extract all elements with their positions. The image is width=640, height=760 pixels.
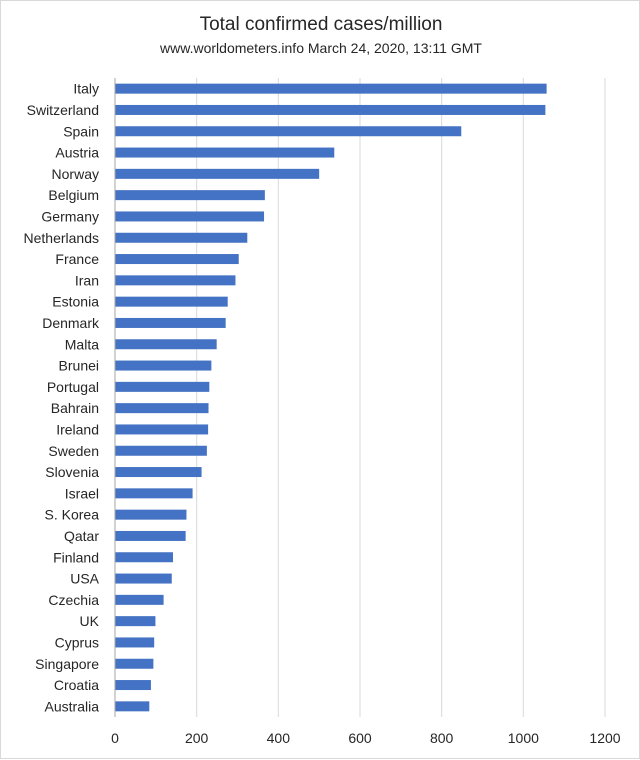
bar [115,488,193,499]
x-tick-labels: 0 200 400 600 800 1000 1200 [111,730,621,746]
bar [115,147,335,158]
category-label: Singapore [35,656,99,672]
chart-subtitle: www.worldometers.info March 24, 2020, 13… [159,40,482,56]
category-label: France [55,251,99,267]
bar [115,126,462,137]
category-label: Denmark [42,315,100,331]
bar [115,360,212,371]
category-label: Belgium [48,187,99,203]
category-label: Ireland [56,421,99,437]
bar [115,211,265,222]
category-label: Australia [45,698,100,714]
category-label: Finland [53,549,99,565]
category-label: Germany [41,208,99,224]
bar [115,83,547,94]
bar [115,317,226,328]
category-label: Israel [65,485,99,501]
category-label: Estonia [52,294,99,310]
category-label: Czechia [48,592,99,608]
x-tick-label: 600 [348,730,372,746]
category-label: Qatar [64,528,99,544]
category-label: Brunei [59,358,99,374]
category-label: Austria [55,145,99,161]
x-tick-label: 0 [111,730,119,746]
x-tick-label: 1000 [508,730,539,746]
category-label: UK [80,613,100,629]
category-label: Sweden [48,443,99,459]
category-label: Iran [75,272,99,288]
x-tick-label: 800 [430,730,454,746]
category-label: Portugal [47,379,99,395]
bar [115,403,209,414]
bar [115,467,202,478]
category-label: USA [70,571,99,587]
x-tick-label: 200 [185,730,209,746]
category-label: Croatia [54,677,99,693]
bar [115,530,186,541]
bar [115,616,156,627]
bar [115,573,172,584]
bars [115,83,547,712]
bar [115,190,265,201]
bar [115,296,228,307]
bar [115,680,151,691]
category-label: Bahrain [51,400,99,416]
category-label: Norway [52,166,99,182]
category-label: Switzerland [27,102,99,118]
category-label: S. Korea [45,507,100,523]
x-tick-label: 400 [267,730,291,746]
bar [115,339,217,350]
bar [115,424,209,435]
gridlines [196,78,606,717]
bar [115,552,173,563]
bar [115,658,154,669]
bar [115,509,187,520]
bar [115,637,155,648]
bar [115,381,210,392]
x-tick-label: 1200 [589,730,620,746]
bar [115,232,248,243]
bar [115,104,546,115]
category-label: Slovenia [45,464,99,480]
bar [115,168,320,179]
bar [115,701,150,712]
category-label: Italy [73,81,99,97]
bar [115,594,164,605]
category-label: Malta [65,336,99,352]
category-label: Spain [63,123,99,139]
chart-title: Total confirmed cases/million [200,14,443,35]
bar [115,445,207,456]
bar [115,254,239,265]
category-labels: Italy Switzerland Spain Austria Norway Belgiu… [24,81,100,715]
category-label: Cyprus [55,634,99,650]
bar [115,275,236,286]
category-label: Netherlands [24,230,100,246]
